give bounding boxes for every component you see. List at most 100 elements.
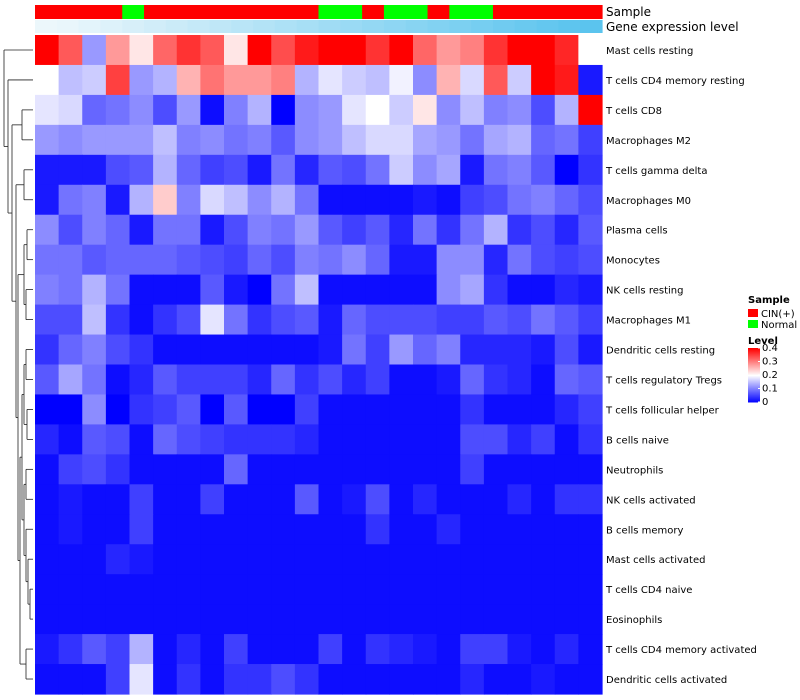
heatmap-cell bbox=[224, 64, 249, 96]
heatmap-cell bbox=[129, 184, 154, 216]
heatmap-cell bbox=[58, 394, 83, 426]
heatmap-cell bbox=[413, 35, 438, 66]
heatmap-cell bbox=[413, 484, 438, 515]
heatmap-cell bbox=[247, 244, 272, 276]
heatmap-cell bbox=[531, 454, 556, 485]
heatmap-cell bbox=[153, 124, 178, 156]
heatmap-cell bbox=[460, 454, 485, 485]
heatmap-cell bbox=[129, 214, 154, 246]
heatmap-cell bbox=[554, 154, 579, 186]
heatmap-cell bbox=[578, 304, 603, 336]
heatmap-cell bbox=[342, 154, 367, 186]
colorbar-segment bbox=[748, 373, 760, 375]
heatmap-cell bbox=[35, 634, 60, 665]
heatmap-cell bbox=[578, 454, 603, 485]
colorbar-segment bbox=[748, 371, 760, 373]
sample-annotation-cell bbox=[536, 5, 559, 19]
heatmap-cell bbox=[318, 604, 343, 635]
sample-annotation-cell bbox=[122, 5, 145, 19]
heatmap-cell bbox=[531, 574, 556, 605]
heatmap-cell bbox=[247, 274, 272, 306]
heatmap-cell bbox=[554, 214, 579, 246]
heatmap-cell bbox=[507, 454, 532, 485]
gene-expression-cell bbox=[449, 20, 472, 33]
heatmap-cell bbox=[153, 274, 178, 306]
heatmap-cell bbox=[105, 514, 131, 545]
heatmap-cell bbox=[389, 184, 414, 216]
heatmap-cell bbox=[318, 274, 343, 306]
heatmap-cell bbox=[176, 454, 201, 485]
heatmap-cell bbox=[105, 634, 131, 665]
heatmap-cell bbox=[247, 124, 272, 156]
colorbar-segment bbox=[748, 381, 760, 383]
heatmap-cell bbox=[82, 514, 107, 545]
sample-annotation-cell bbox=[514, 5, 538, 19]
heatmap-cell bbox=[58, 364, 83, 396]
heatmap-cell bbox=[365, 214, 390, 246]
legend-level-colorbar bbox=[748, 348, 760, 403]
heatmap-cell bbox=[342, 544, 367, 575]
heatmap-cell bbox=[507, 514, 532, 545]
heatmap-cell bbox=[176, 244, 201, 276]
heatmap-cell bbox=[554, 634, 579, 665]
heatmap-cell bbox=[176, 574, 201, 605]
gene-expression-cell bbox=[471, 20, 494, 33]
heatmap-cell bbox=[58, 35, 83, 66]
heatmap-cell bbox=[554, 94, 579, 126]
colorbar-segment bbox=[748, 400, 760, 402]
heatmap-cell bbox=[294, 394, 320, 426]
heatmap-cell bbox=[554, 394, 579, 426]
sample-annotation-cell bbox=[165, 5, 189, 19]
heatmap-cell bbox=[247, 154, 272, 186]
heatmap-cell bbox=[294, 514, 320, 545]
legend-cin-label: CIN(+) bbox=[761, 309, 795, 320]
heatmap-cell bbox=[200, 424, 225, 455]
row-label: B cells memory bbox=[606, 525, 683, 536]
heatmap-cell bbox=[247, 304, 272, 336]
heatmap-cell bbox=[247, 334, 272, 366]
heatmap-cell bbox=[318, 94, 343, 126]
gene-expression-cell bbox=[209, 20, 232, 33]
heatmap-cell bbox=[460, 244, 485, 276]
row-label: B cells naive bbox=[606, 435, 669, 446]
heatmap-cell bbox=[294, 364, 320, 396]
heatmap-cell bbox=[436, 94, 461, 126]
heatmap-cell bbox=[58, 304, 83, 336]
heatmap-cell bbox=[507, 544, 532, 575]
heatmap-cell bbox=[35, 64, 60, 96]
gene-expression-cell bbox=[536, 20, 559, 33]
heatmap-cell bbox=[365, 664, 390, 695]
gene-expression-cell bbox=[100, 20, 123, 33]
heatmap-cell bbox=[483, 35, 509, 66]
heatmap-cell bbox=[82, 574, 107, 605]
heatmap-cell bbox=[105, 35, 131, 66]
heatmap-cell bbox=[318, 334, 343, 366]
heatmap-cell bbox=[35, 35, 60, 66]
heatmap-cell bbox=[365, 64, 390, 96]
heatmap-cell bbox=[105, 664, 131, 695]
heatmap-cell bbox=[389, 214, 414, 246]
heatmap-cell bbox=[389, 634, 414, 665]
colorbar-segment bbox=[748, 387, 760, 389]
heatmap-cell bbox=[365, 394, 390, 426]
heatmap-cell bbox=[129, 514, 154, 545]
heatmap-cell bbox=[365, 154, 390, 186]
heatmap-cell bbox=[200, 184, 225, 216]
heatmap-cell bbox=[58, 424, 83, 455]
heatmap-cell bbox=[578, 94, 603, 126]
sample-annotation-cell bbox=[558, 5, 581, 19]
heatmap-cell bbox=[365, 484, 390, 515]
heatmap-cell bbox=[507, 424, 532, 455]
row-label: Macrophages M2 bbox=[606, 136, 691, 147]
heatmap-cells bbox=[35, 35, 603, 695]
heatmap-cell bbox=[200, 454, 225, 485]
heatmap-cell bbox=[224, 94, 249, 126]
heatmap-cell bbox=[436, 544, 461, 575]
heatmap-cell bbox=[129, 334, 154, 366]
heatmap-cell bbox=[483, 124, 509, 156]
sample-annotation-cell bbox=[78, 5, 102, 19]
heatmap-cell bbox=[176, 35, 201, 66]
heatmap-cell bbox=[460, 394, 485, 426]
heatmap-cell bbox=[460, 484, 485, 515]
heatmap-cell bbox=[578, 634, 603, 665]
